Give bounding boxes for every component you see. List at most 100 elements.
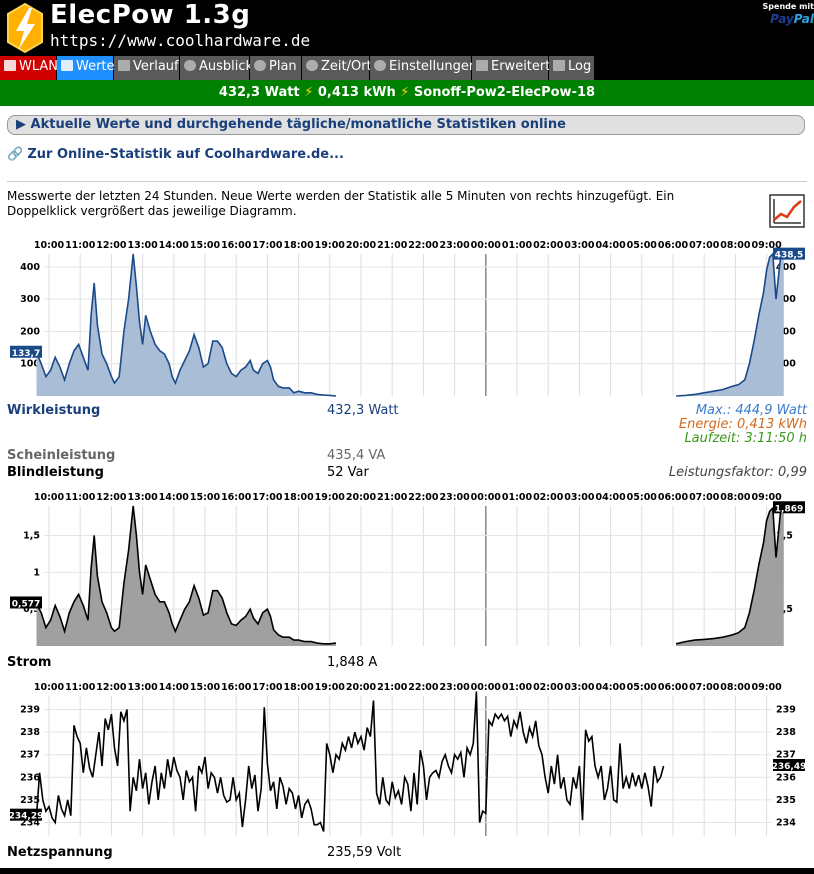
online-statistics-link[interactable]: 🔗 Zur Online-Statistik auf Coolhardware.… — [7, 147, 344, 162]
tab-werte[interactable]: Werte — [57, 56, 115, 80]
y-tick-label-right: 234 — [776, 817, 796, 828]
chart-expand-icon[interactable] — [769, 194, 805, 228]
y-tick-label-left: 235 — [20, 795, 40, 806]
strom-chart[interactable]: 10:00 11:00 12:00 13:00 14:00 15:00 16:00 17:00… — [0, 488, 814, 648]
start-value-label: 133,7 — [12, 349, 40, 359]
end-value-label: 1,869 — [775, 504, 803, 514]
start-value-badge — [10, 345, 42, 358]
x-tick-label: 12:00 — [96, 240, 127, 251]
blindleistung-value: 52 Var — [327, 465, 369, 480]
paypal-donate-button[interactable]: Spende mit PayPal — [752, 2, 814, 28]
max-power: Max.: 444,9 Watt — [695, 403, 807, 418]
x-tick-label: 20:00 — [346, 682, 377, 693]
tab-einstellungen[interactable]: Einstellungen — [370, 56, 477, 80]
tab-erweitert[interactable]: Erweitert — [472, 56, 551, 80]
scheinleistung-value: 435,4 VA — [327, 448, 386, 463]
tab-label: Plan — [269, 59, 297, 74]
x-tick-label: 03:00 — [564, 682, 595, 693]
x-tick-label: 08:00 — [720, 492, 751, 503]
netzspannung-chart[interactable]: 10:00 11:00 12:00 13:00 14:00 15:00 16:00 17:00… — [0, 678, 814, 838]
x-tick-label: 01:00 — [502, 492, 533, 503]
app-url[interactable]: https://www.coolhardware.de — [50, 31, 311, 50]
app-header: ElecPow 1.3g https://www.coolhardware.de… — [0, 0, 814, 56]
series-area — [676, 508, 784, 646]
x-tick-label: 16:00 — [221, 492, 252, 503]
series-area — [36, 254, 337, 396]
x-tick-label: 20:00 — [346, 492, 377, 503]
y-tick-label-right: 239 — [776, 705, 796, 716]
tab-label: Zeit/Ort — [321, 59, 372, 74]
x-tick-label: 09:00 — [751, 682, 782, 693]
x-tick-label: 01:00 — [502, 682, 533, 693]
end-value-badge — [773, 759, 805, 771]
netzspannung-value: 235,59 Volt — [327, 845, 402, 860]
app-title: ElecPow 1.3g — [50, 0, 251, 30]
earth-icon — [306, 60, 318, 71]
wrench-icon — [476, 60, 488, 71]
x-tick-label: 19:00 — [315, 682, 346, 693]
donate-caption: Spende mit — [762, 2, 814, 11]
tab-label: Log — [568, 59, 592, 74]
tab-label: Einstellungen — [389, 59, 478, 74]
status-device: Sonoff-Pow2-ElecPow-18 — [413, 85, 596, 100]
tab-label: WLAN — [19, 59, 59, 74]
start-value-badge — [10, 808, 42, 821]
y-tick-label-left: 238 — [20, 727, 40, 738]
x-tick-label: 20:00 — [346, 240, 377, 251]
x-tick-label: 15:00 — [190, 240, 221, 251]
log-icon — [553, 60, 565, 71]
x-tick-label: 06:00 — [658, 492, 689, 503]
series-area — [36, 506, 337, 646]
footer-bar — [0, 868, 814, 874]
energy-today: Energie: 0,413 kWh — [678, 417, 807, 432]
tab-zeitort[interactable]: Zeit/Ort — [302, 56, 372, 80]
x-tick-label: 10:00 — [34, 682, 65, 693]
x-tick-label: 13:00 — [127, 492, 158, 503]
link-icon: 🔗 — [7, 147, 28, 162]
series-line — [675, 506, 785, 645]
y-tick-label-left: 100 — [20, 359, 40, 370]
x-tick-label: 07:00 — [689, 682, 720, 693]
x-tick-label: 02:00 — [533, 682, 564, 693]
series-area — [676, 254, 784, 396]
power-factor: Leistungsfaktor: 0,99 — [668, 465, 807, 480]
x-tick-label: 11:00 — [65, 492, 96, 503]
y-tick-label-right: 200 — [776, 326, 796, 337]
series-line — [35, 691, 665, 832]
lightning-logo-icon — [7, 2, 43, 54]
x-tick-label: 00:00 — [471, 492, 502, 503]
y-tick-label-right: 238 — [776, 727, 796, 738]
tab-log[interactable]: Log — [549, 56, 595, 80]
y-tick-label-left: 239 — [20, 705, 40, 716]
wirkleistung-value: 432,3 Watt — [327, 403, 399, 418]
x-tick-label: 18:00 — [283, 492, 314, 503]
x-tick-label: 13:00 — [127, 682, 158, 693]
tab-ausblick[interactable]: Ausblick — [180, 56, 254, 80]
tab-label: Ausblick — [199, 59, 254, 74]
divider — [7, 181, 807, 182]
bars-icon — [118, 60, 130, 71]
alarm-icon — [254, 60, 266, 71]
x-tick-label: 10:00 — [34, 492, 65, 503]
tab-label: Erweitert — [491, 59, 551, 74]
paypal-logo: PayPal — [770, 12, 814, 26]
y-tick-label-right: 1,5 — [776, 530, 793, 541]
x-tick-label: 02:00 — [533, 492, 564, 503]
series-line — [35, 505, 337, 645]
x-tick-label: 18:00 — [283, 240, 314, 251]
tab-verlauf[interactable]: Verlauf — [114, 56, 180, 80]
tab-plan[interactable]: Plan — [250, 56, 302, 80]
y-tick-label-right: 400 — [776, 262, 796, 273]
lightning-icon: ⚡ — [304, 85, 318, 100]
tab-wlan[interactable]: WLAN — [0, 56, 59, 80]
x-tick-label: 15:00 — [190, 492, 221, 503]
x-tick-label: 08:00 — [720, 682, 751, 693]
online-stats-toggle[interactable]: ▶ Aktuelle Werte und durchgehende täglic… — [7, 115, 805, 135]
chart-description: Messwerte der letzten 24 Stunden. Neue W… — [7, 189, 675, 218]
wirkleistung-chart[interactable]: 10:00 11:00 12:00 13:00 14:00 15:00 16:00 17:00… — [0, 236, 814, 398]
x-tick-label: 22:00 — [408, 240, 439, 251]
y-tick-label-left: 1 — [33, 567, 40, 578]
x-tick-label: 16:00 — [221, 682, 252, 693]
x-tick-label: 09:00 — [751, 240, 782, 251]
series-line — [35, 253, 337, 397]
